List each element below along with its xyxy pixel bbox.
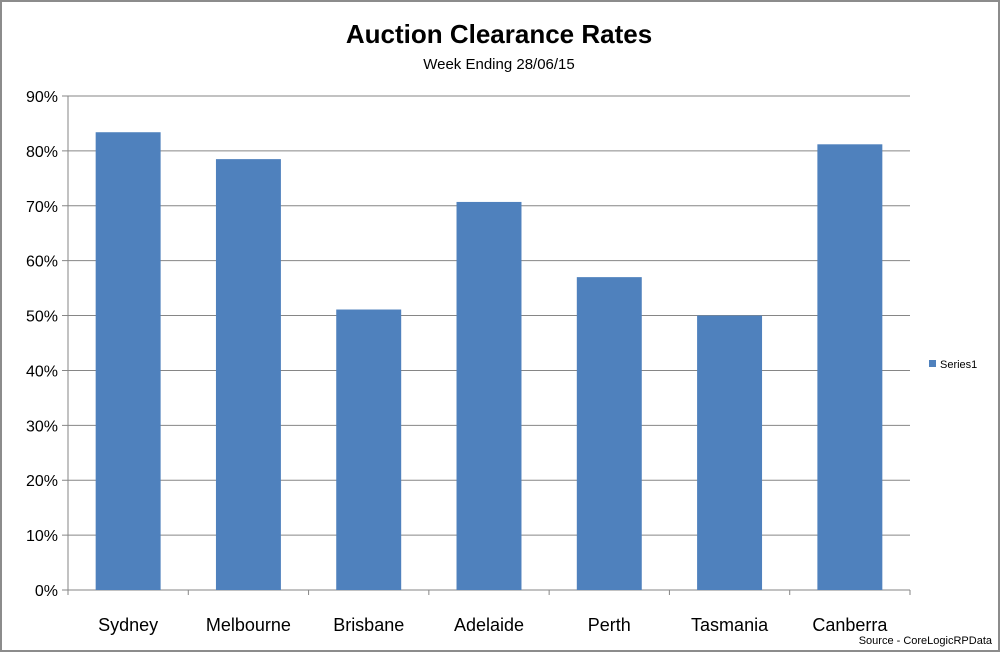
y-tick-label: 10% [26,528,58,545]
y-tick-label: 50% [26,309,58,326]
y-tick-label: 60% [26,254,58,271]
bars [95,132,883,591]
x-tick-label: Canberra [812,615,888,635]
y-tick-label: 30% [26,418,58,435]
chart-subtitle: Week Ending 28/06/15 [423,56,575,73]
legend-swatch [929,360,936,367]
x-tick-label: Melbourne [206,615,291,635]
x-tick-label: Adelaide [454,615,524,635]
bar-canberra [817,144,883,590]
y-tick-label: 90% [26,89,58,106]
bar-melbourne [215,159,281,590]
x-tick-label: Brisbane [333,615,404,635]
x-axis-labels: Sydney Melbourne Brisbane Adelaide Perth Tasm… [98,615,888,635]
chart-title: Auction Clearance Rates [346,19,652,49]
legend: Series1 [929,359,977,371]
x-tick-label: Sydney [98,615,158,635]
bar-perth [576,277,642,590]
y-tick-label: 40% [26,363,58,380]
bar-brisbane [336,309,402,590]
y-tick-label: 80% [26,144,58,161]
y-tick-label: 0% [35,583,58,600]
y-axis-ticks: 0% 10% 20% 30% 40% 50% 60% 70% 80% 90% [26,89,58,600]
bar-adelaide [456,201,522,591]
y-tick-label: 70% [26,199,58,216]
x-tick-label: Tasmania [691,615,769,635]
bar-sydney [95,132,161,590]
source-note: Source - CoreLogicRPData [859,635,993,647]
legend-label: Series1 [940,359,977,371]
bar-tasmania [697,315,763,590]
x-tick-label: Perth [588,615,631,635]
y-tick-label: 20% [26,473,58,490]
